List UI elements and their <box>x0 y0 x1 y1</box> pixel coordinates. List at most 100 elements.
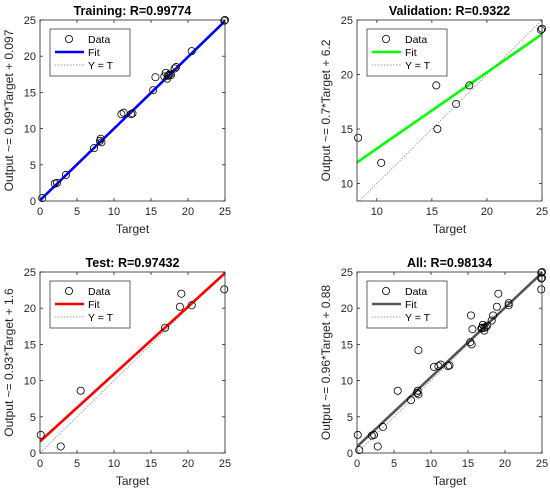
y-tick-label: 15 <box>341 339 353 351</box>
data-point <box>393 386 402 395</box>
y-tick-label: 15 <box>24 87 36 99</box>
axes-box <box>39 271 226 454</box>
y-tick-label: 20 <box>24 303 36 315</box>
y-axis-label: Output ~= 0.99*Target + 0.097 <box>2 29 16 191</box>
legend-label-identity: Y = T <box>405 60 431 72</box>
y-tick-label: 10 <box>341 376 353 388</box>
axes-box <box>39 19 226 202</box>
data-point <box>166 69 175 78</box>
data-point <box>370 430 379 439</box>
data-point <box>119 108 128 117</box>
y-tick-label: 10 <box>24 376 36 388</box>
x-axis-label: Target <box>433 474 467 488</box>
chart-title: Validation: R=0.9322 <box>389 4 510 18</box>
x-tick-label: 20 <box>182 458 194 470</box>
x-tick-label: 0 <box>37 206 43 218</box>
data-point <box>36 430 45 439</box>
data-point <box>504 301 513 310</box>
x-tick-label: 15 <box>462 458 474 470</box>
data-point <box>445 361 454 370</box>
y-axis-label: Output ~= 0.7*Target + 6.2 <box>319 39 333 181</box>
x-tick-label: 15 <box>426 206 438 218</box>
data-point <box>537 285 546 294</box>
data-point <box>187 47 196 56</box>
x-tick-label: 25 <box>219 458 231 470</box>
data-point <box>478 323 487 332</box>
x-tick-label: 15 <box>145 458 157 470</box>
data-point <box>432 81 441 90</box>
data-point <box>467 340 476 349</box>
data-point <box>161 323 170 332</box>
x-tick-label: 5 <box>74 458 80 470</box>
x-axis-label: Target <box>433 222 467 236</box>
data-point <box>483 321 492 330</box>
data-point <box>468 325 477 334</box>
x-tick-label: 0 <box>37 458 43 470</box>
y-tick-label: 20 <box>341 70 353 82</box>
chart-title: Training: R=0.99774 <box>74 4 192 18</box>
y-tick-label: 10 <box>341 179 353 191</box>
data-point <box>56 442 65 451</box>
y-tick-label: 15 <box>24 339 36 351</box>
data-point <box>353 430 362 439</box>
y-tick-label: 25 <box>341 267 353 279</box>
data-point <box>536 25 545 34</box>
chart-panel-2: 10 15 20 25 10 15 20 25 Validation: R=0.9322 Targ… <box>319 4 548 236</box>
data-point <box>377 158 386 167</box>
legend-marker-data <box>381 35 390 44</box>
data-point <box>76 386 85 395</box>
data-point <box>128 109 137 118</box>
data-point <box>373 442 382 451</box>
legend-label-data: Data <box>88 286 110 298</box>
axes-box <box>356 271 543 454</box>
legend-label-fit: Fit <box>88 299 100 311</box>
data-point <box>494 289 503 298</box>
legend-marker-data <box>65 35 74 44</box>
legend-label-identity: Y = T <box>405 312 431 324</box>
data-point <box>355 446 364 455</box>
data-point <box>97 138 106 147</box>
data-point <box>220 16 229 25</box>
data-point <box>61 170 70 179</box>
data-point <box>164 71 173 80</box>
legend-label-fit: Fit <box>405 47 417 59</box>
data-point <box>187 301 196 310</box>
y-tick-label: 0 <box>347 448 353 460</box>
fit-line <box>357 272 542 448</box>
data-point <box>378 422 387 431</box>
y-tick-label: 0 <box>30 448 36 460</box>
y-tick-label: 25 <box>24 15 36 27</box>
axes-box <box>356 19 543 202</box>
y-tick-label: 20 <box>24 51 36 63</box>
y-tick-label: 5 <box>30 160 36 172</box>
x-tick-label: 10 <box>108 206 120 218</box>
y-tick-label: 15 <box>341 124 353 136</box>
x-tick-label: 15 <box>145 206 157 218</box>
x-axis-label: Target <box>116 474 150 488</box>
y-tick-label: 5 <box>347 412 353 424</box>
y-tick-label: 20 <box>341 303 353 315</box>
x-tick-label: 5 <box>391 458 397 470</box>
data-point <box>436 360 445 369</box>
data-point <box>537 268 546 277</box>
data-point <box>164 71 173 80</box>
data-point <box>434 362 443 371</box>
y-tick-label: 10 <box>24 124 36 136</box>
data-point <box>220 285 229 294</box>
legend-label-data: Data <box>88 34 110 46</box>
legend-label-data: Data <box>405 34 427 46</box>
chart-title: All: R=0.98134 <box>407 256 492 270</box>
y-tick-label: 5 <box>30 412 36 424</box>
data-point <box>466 311 475 320</box>
data-point <box>444 362 453 371</box>
x-tick-label: 20 <box>481 206 493 218</box>
legend-label-identity: Y = T <box>88 60 114 72</box>
legend-label-identity: Y = T <box>88 312 114 324</box>
data-point <box>414 390 423 399</box>
x-axis-label: Target <box>116 222 150 236</box>
data-point <box>480 326 489 335</box>
y-axis-label: Output ~= 0.96*Target + 0.88 <box>319 285 333 440</box>
